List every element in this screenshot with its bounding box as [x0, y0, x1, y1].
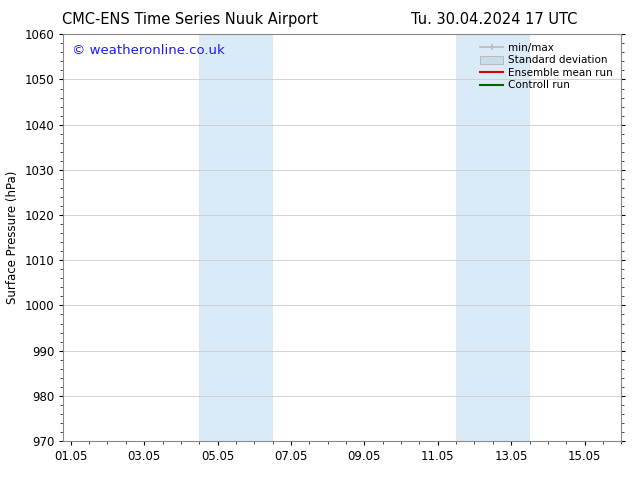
Y-axis label: Surface Pressure (hPa): Surface Pressure (hPa): [6, 171, 19, 304]
Bar: [199, 34, 273, 441]
Text: Tu. 30.04.2024 17 UTC: Tu. 30.04.2024 17 UTC: [411, 12, 578, 27]
Text: © weatheronline.co.uk: © weatheronline.co.uk: [72, 45, 224, 57]
Text: CMC-ENS Time Series Nuuk Airport: CMC-ENS Time Series Nuuk Airport: [62, 12, 318, 27]
Bar: [456, 34, 529, 441]
Legend: min/max, Standard deviation, Ensemble mean run, Controll run: min/max, Standard deviation, Ensemble me…: [477, 40, 616, 94]
